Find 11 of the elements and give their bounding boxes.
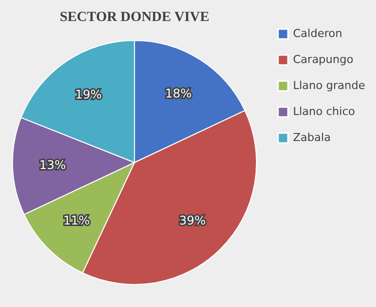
legend-label: Calderon: [293, 27, 342, 40]
data-label: 11%: [63, 213, 90, 228]
chart-title: SECTOR DONDE VIVE: [60, 10, 210, 25]
data-label: 19%: [75, 88, 102, 102]
legend-label: Llano chico: [293, 105, 356, 118]
data-label: 39%: [179, 213, 206, 228]
data-label: 18%: [165, 86, 192, 100]
legend-label: Zabala: [293, 131, 331, 144]
data-label: 13%: [39, 158, 66, 172]
legend-label: Llano grande: [293, 79, 366, 92]
legend-label: Carapungo: [293, 53, 354, 66]
